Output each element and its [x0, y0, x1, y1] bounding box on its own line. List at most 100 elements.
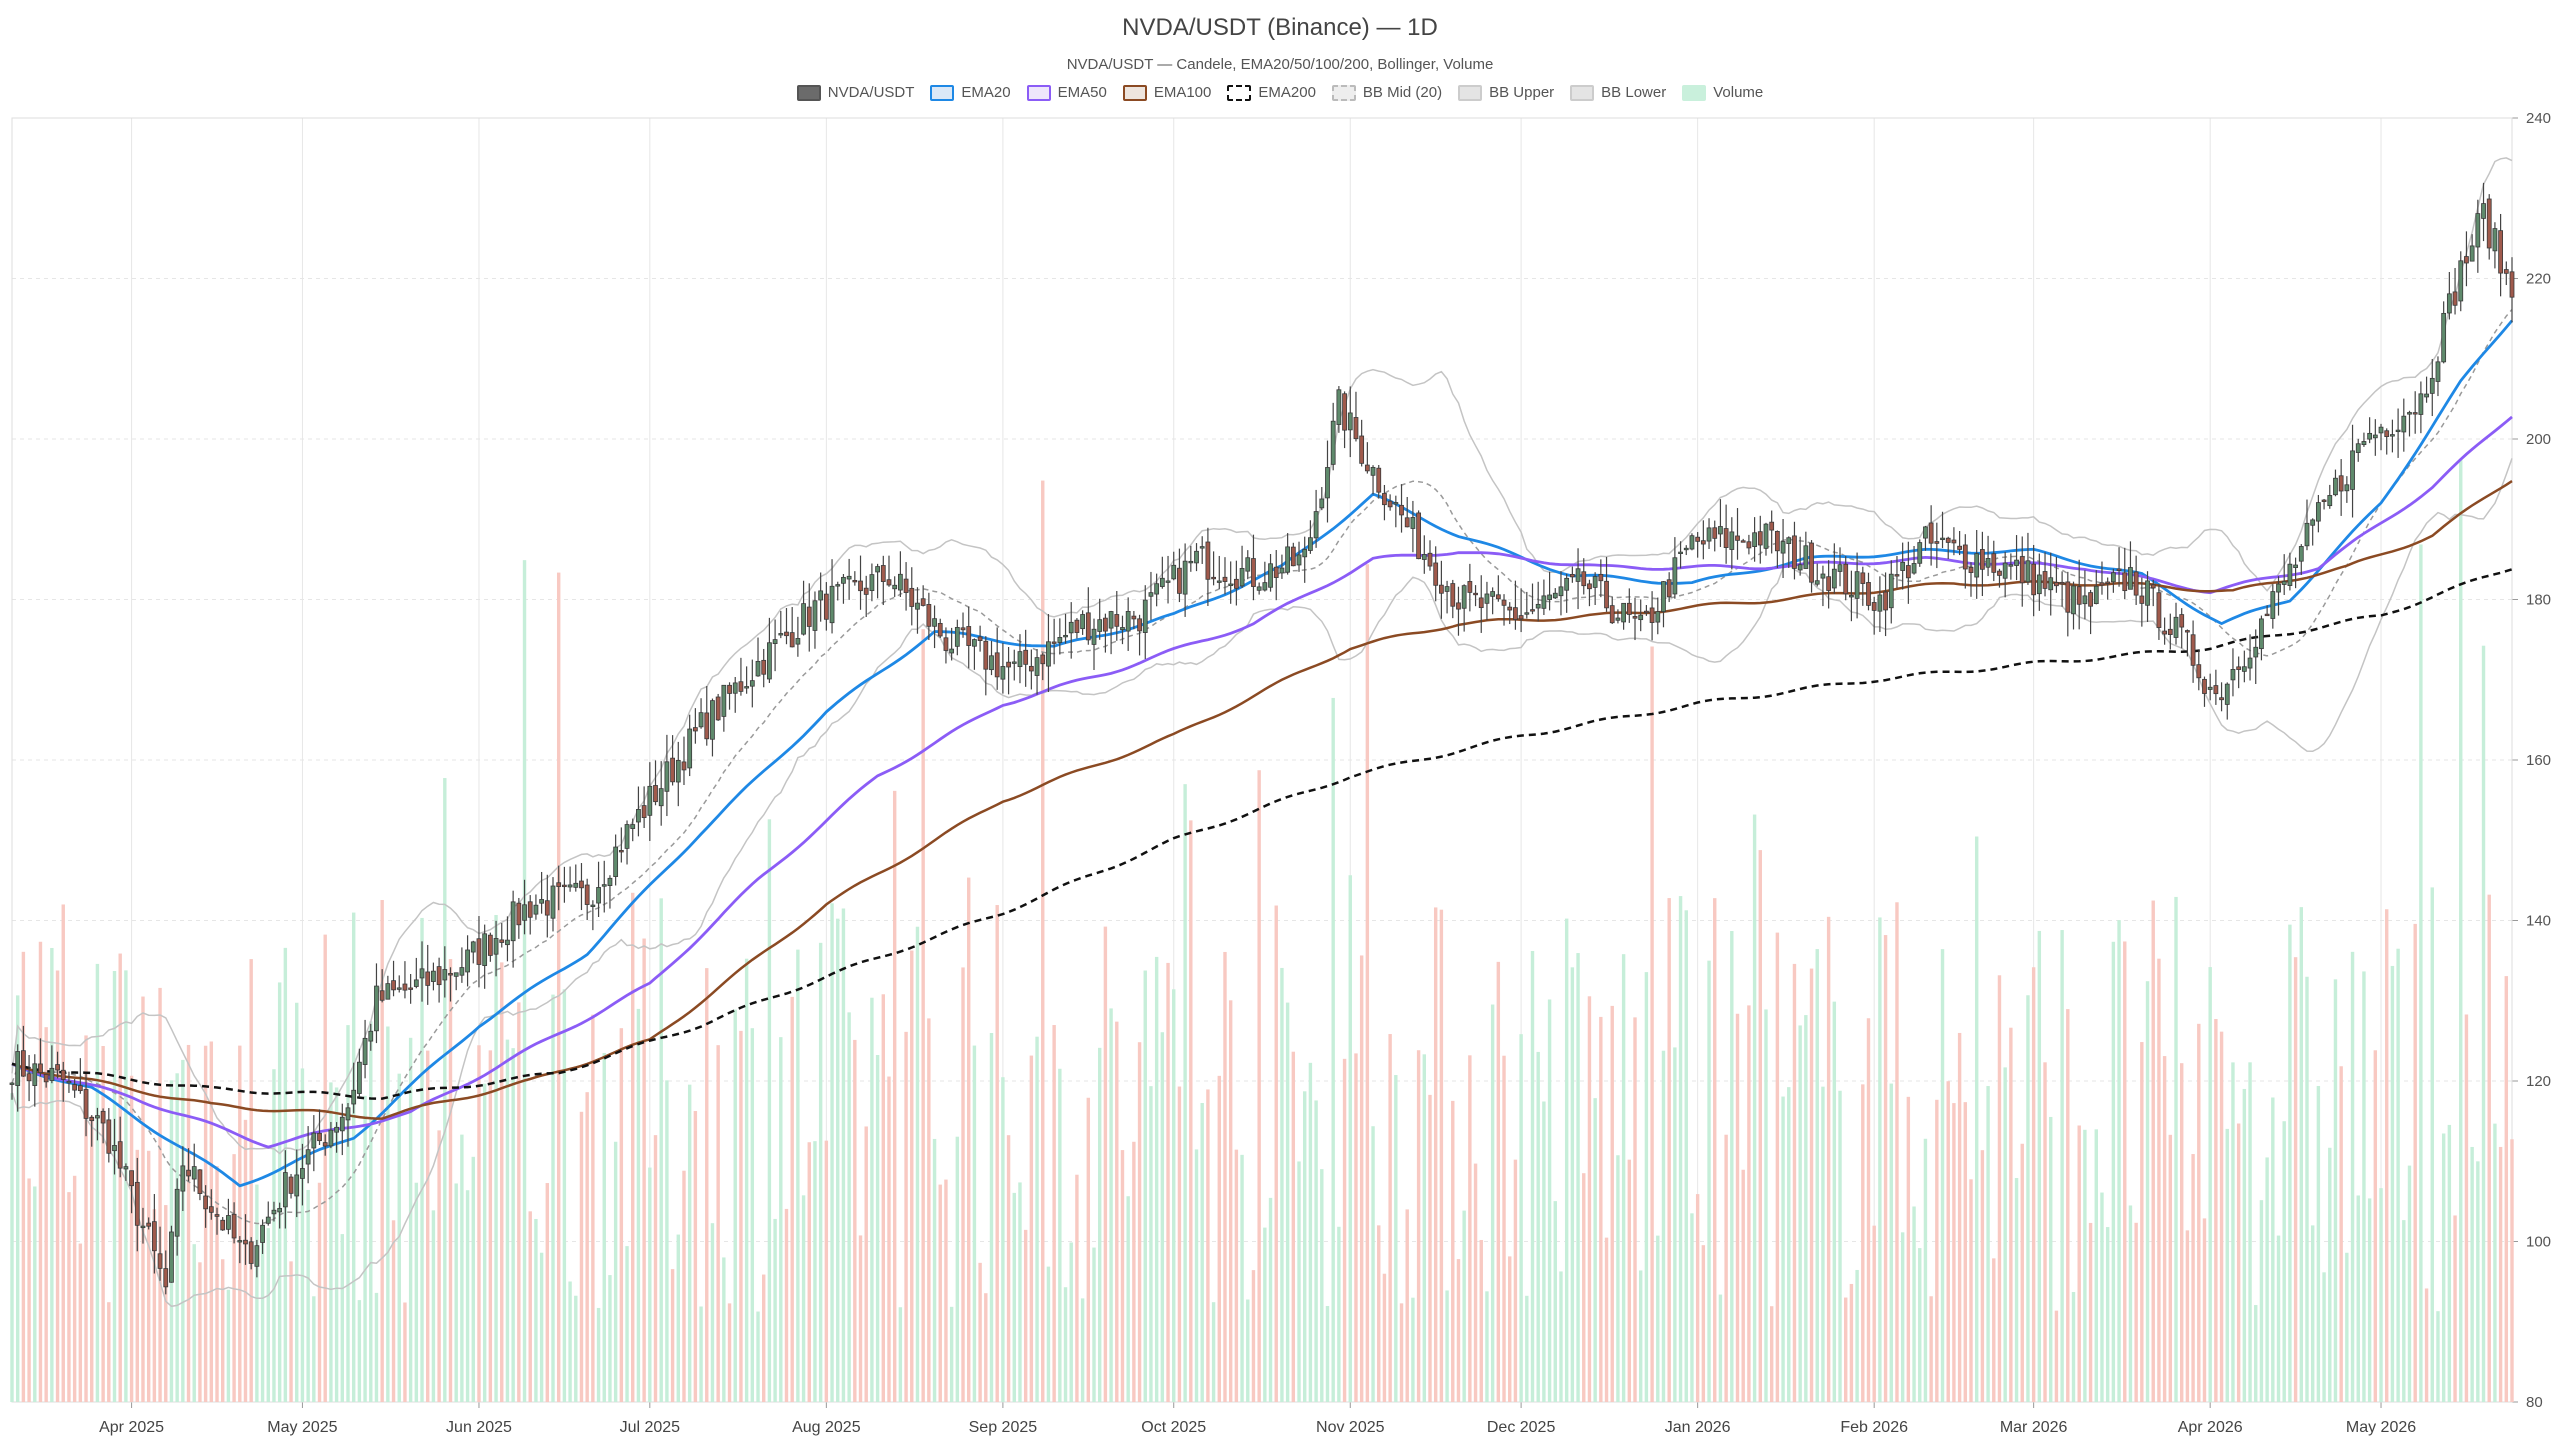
volume-bar: [1678, 896, 1683, 1402]
volume-bar: [1730, 931, 1734, 1402]
volume-bar: [437, 1130, 441, 1402]
volume-bar: [693, 1111, 698, 1402]
legend-item[interactable]: BB Mid (20): [1331, 84, 1442, 101]
volume-bar: [2128, 1205, 2133, 1402]
volume-bar: [1724, 1134, 1728, 1402]
y-tick-label: 160: [2526, 752, 2551, 769]
candle-body: [77, 1085, 83, 1092]
volume-bar: [84, 1035, 88, 1402]
volume-bar: [21, 951, 26, 1402]
legend-item[interactable]: EMA200: [1227, 84, 1316, 101]
volume-bar: [710, 1223, 715, 1402]
candle-body: [391, 980, 396, 991]
volume-bar: [1826, 916, 1831, 1402]
volume-bar: [1838, 1090, 1842, 1402]
legend-item[interactable]: EMA100: [1122, 84, 1211, 101]
legend-item[interactable]: NVDA/USDT: [796, 84, 914, 101]
candle-body: [38, 1063, 43, 1074]
volume-bar: [1792, 963, 1797, 1402]
candle-body: [1165, 580, 1171, 583]
candle-body: [1638, 614, 1644, 621]
volume-bar: [1798, 1025, 1802, 1402]
x-tick-label: Dec 2025: [1487, 1419, 1556, 1436]
volume-bar: [2493, 1123, 2497, 1402]
candle-body: [2139, 595, 2145, 604]
candle-body: [812, 600, 818, 631]
candle-body: [869, 574, 875, 592]
candle-body: [1792, 535, 1797, 569]
volume-bar: [676, 1234, 680, 1402]
volume-bar: [107, 1302, 111, 1402]
volume-bar: [198, 1262, 202, 1402]
candle-body: [2350, 450, 2355, 490]
candle-body: [1678, 551, 1683, 555]
chart-title: NVDA/USDT (Binance) — 1D: [1122, 14, 1438, 41]
candle-body: [1484, 593, 1490, 604]
volume-bar: [1382, 1273, 1387, 1402]
volume-bar: [1132, 1141, 1136, 1402]
candle-body: [926, 604, 932, 627]
volume-bar: [1804, 1015, 1808, 1402]
volume-bar: [1274, 905, 1278, 1402]
candle-body: [533, 904, 539, 915]
volume-bar: [181, 1059, 185, 1402]
volume-bar: [2100, 1192, 2104, 1402]
candle-body: [835, 584, 841, 587]
candle-body: [1319, 498, 1325, 509]
volume-bar: [141, 996, 145, 1402]
candle-body: [2145, 580, 2150, 606]
volume-bar: [562, 989, 567, 1402]
candle-body: [1194, 550, 1199, 564]
volume-bar: [1416, 1050, 1421, 1402]
volume-bar: [2453, 1215, 2457, 1402]
volume-bar: [949, 1306, 954, 1402]
candle-body: [2446, 293, 2452, 314]
candle-body: [1370, 466, 1376, 476]
candle-body: [72, 1084, 78, 1091]
volume-bar: [38, 941, 43, 1402]
legend-item[interactable]: Volume: [1682, 84, 1763, 101]
candle-body: [2481, 203, 2486, 219]
volume-bar: [1781, 1096, 1785, 1402]
candle-body: [1382, 493, 1387, 506]
volume-bar: [539, 1252, 544, 1402]
candle-body: [1809, 542, 1814, 583]
y-tick-label: 80: [2526, 1394, 2543, 1411]
candle-body: [1023, 649, 1029, 665]
candle-body: [1837, 564, 1843, 572]
legend-item[interactable]: BB Upper: [1458, 84, 1554, 101]
candle-body: [2173, 616, 2179, 638]
volume-bar: [2242, 1088, 2247, 1402]
volume-bar: [1923, 1138, 1928, 1402]
legend-item[interactable]: EMA20: [930, 84, 1011, 101]
candle-body: [675, 759, 681, 783]
volume-bar: [152, 1209, 157, 1402]
volume-bar: [72, 1175, 77, 1402]
candle-body: [1547, 594, 1552, 600]
volume-bar: [961, 967, 965, 1402]
candle-body: [1569, 573, 1575, 578]
volume-bar: [978, 1262, 982, 1402]
legend-item[interactable]: EMA50: [1026, 84, 1107, 101]
volume-bar: [2322, 1272, 2326, 1402]
candle-body: [379, 990, 385, 1001]
volume-bar: [1206, 1089, 1210, 1402]
volume-bar: [306, 1189, 310, 1402]
volume-bar: [2447, 1124, 2452, 1402]
candle-body: [43, 1073, 49, 1083]
candle-body: [254, 1245, 260, 1267]
candle-body: [1233, 578, 1239, 589]
candle-body: [692, 727, 698, 732]
volume-bar: [2071, 1291, 2076, 1402]
volume-bar: [1411, 1297, 1415, 1402]
volume-bar: [648, 1167, 652, 1402]
volume-bar: [1246, 1299, 1250, 1402]
candle-body: [994, 652, 1000, 678]
volume-bar: [1303, 1091, 1307, 1402]
legend-item[interactable]: BB Lower: [1570, 84, 1666, 101]
volume-bar: [670, 1269, 675, 1402]
candle-body: [681, 761, 687, 771]
candle-body: [208, 1206, 214, 1213]
candle-body: [1177, 567, 1182, 594]
volume-bar: [1940, 949, 1945, 1402]
